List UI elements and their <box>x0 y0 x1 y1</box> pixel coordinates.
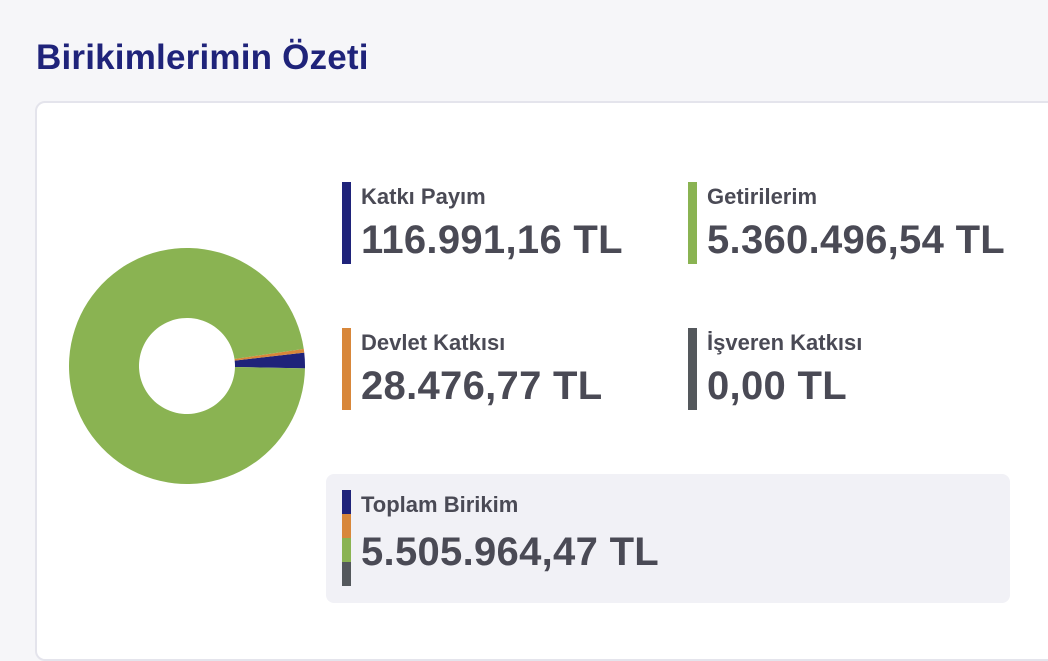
total-bar-state <box>342 514 351 538</box>
employer-contribution-label: İşveren Katkısı <box>707 330 863 355</box>
state-contribution-label: Devlet Katkısı <box>361 330 506 355</box>
total-bar-employer <box>342 562 351 586</box>
savings-donut-chart <box>68 248 305 484</box>
contribution-value: 116.991,16 TL <box>361 218 623 262</box>
state-contribution-color-bar <box>342 328 351 410</box>
state-contribution-value: 28.476,77 TL <box>361 364 603 408</box>
contribution-color-bar <box>342 182 351 264</box>
total-savings-box: Toplam Birikim 5.505.964,47 TL <box>326 474 1010 603</box>
employer-contribution-value: 0,00 TL <box>707 364 847 408</box>
returns-label: Getirilerim <box>707 184 818 209</box>
returns-color-bar <box>688 182 697 264</box>
page-title: Birikimlerimin Özeti <box>36 38 369 77</box>
donut-slice-returns <box>68 248 305 484</box>
total-bar-contribution <box>342 490 351 514</box>
contribution-label: Katkı Payım <box>361 184 486 209</box>
donut-slice-state <box>234 348 305 361</box>
total-savings-label: Toplam Birikim <box>361 492 519 517</box>
total-bar-returns <box>342 538 351 562</box>
returns-value: 5.360.496,54 TL <box>707 218 1006 262</box>
donut-slice-contribution <box>234 352 305 369</box>
employer-contribution-color-bar <box>688 328 697 410</box>
total-savings-value: 5.505.964,47 TL <box>361 530 660 574</box>
total-color-bars <box>342 490 351 586</box>
